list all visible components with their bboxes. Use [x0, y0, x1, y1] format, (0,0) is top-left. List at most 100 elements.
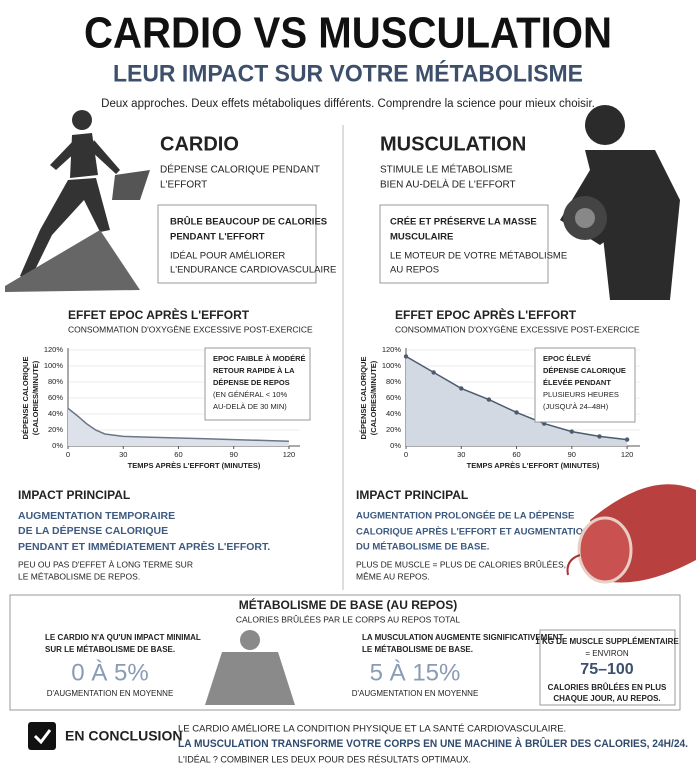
- conclusion-label: EN CONCLUSION: [65, 728, 182, 744]
- impact-note: LE MÉTABOLISME DE REPOS.: [18, 571, 140, 581]
- marker: [403, 354, 409, 359]
- base-caption: D'AUGMENTATION EN MOYENNE: [352, 689, 479, 698]
- base-box: [9, 594, 681, 711]
- y-tick-label: 100%: [382, 361, 402, 370]
- chart-subtitle: CONSOMMATION D'OXYGÈNE EXCESSIVE POST-EX…: [395, 324, 640, 334]
- conclusion-line: LE CARDIO AMÉLIORE LA CONDITION PHYSIQUE…: [178, 724, 566, 735]
- annotation: EPOC ÉLEVÉ: [543, 354, 591, 363]
- impact-highlight: PENDANT ET IMMÉDIATEMENT APRÈS L'EFFORT.: [18, 540, 270, 553]
- impact-note: MÊME AU REPOS.: [356, 571, 430, 581]
- box-text: LE MOTEUR DE VOTRE MÉTABOLISME: [390, 251, 567, 262]
- runner-image: [5, 110, 150, 292]
- box-strong: BRÛLE BEAUCOUP DE CALORIES: [170, 216, 327, 228]
- check-mark: [33, 729, 52, 745]
- y-axis-label: (CALORIES/MINUTE): [369, 360, 378, 435]
- marker: [514, 410, 519, 415]
- base-subtitle: CALORIES BRÛLÉES PAR LE CORPS AU REPOS T…: [236, 614, 460, 624]
- y-axis-label: DÉPENSE CALORIQUE: [359, 357, 368, 440]
- bodybuilder-image: [560, 105, 680, 300]
- annotation: RETOUR RAPIDE À LA: [213, 366, 295, 375]
- chart-subtitle: CONSOMMATION D'OXYGÈNE EXCESSIVE POST-EX…: [68, 324, 313, 334]
- marker: [431, 370, 436, 375]
- y-axis-label: DÉPENSE CALORIQUE: [21, 357, 30, 440]
- x-tick-label: 90: [230, 450, 238, 459]
- muscle-box: [539, 629, 676, 706]
- muscle-box-text: CALORIES BRÛLÉES EN PLUS: [548, 683, 667, 692]
- x-axis-label: TEMPS APRÈS L'EFFORT (MINUTES): [467, 461, 600, 470]
- lead: L'EFFORT: [160, 180, 207, 191]
- annotation: AU-DELÀ DE 30 MIN): [213, 402, 287, 411]
- y-tick-label: 80%: [386, 377, 401, 386]
- x-tick-label: 0: [66, 450, 70, 459]
- y-tick-label: 120%: [44, 345, 64, 354]
- marker: [569, 429, 575, 434]
- y-tick-label: 120%: [382, 345, 402, 354]
- box-strong: MUSCULAIRE: [390, 232, 453, 243]
- annotation: DÉPENSE CALORIQUE: [543, 366, 626, 375]
- annotation: DÉPENSE DE REPOS: [213, 378, 290, 387]
- base-text: LE CARDIO N'A QU'UN IMPACT MINIMAL: [45, 633, 201, 642]
- x-axis-label: TEMPS APRÈS L'EFFORT (MINUTES): [128, 461, 261, 470]
- y-tick-label: 0%: [390, 441, 401, 450]
- y-tick-label: 60%: [48, 393, 63, 402]
- base-figure: 5 À 15%: [370, 659, 461, 686]
- x-tick-label: 60: [174, 450, 182, 459]
- y-tick-label: 100%: [44, 361, 64, 370]
- annotation: PLUSIEURS HEURES: [543, 390, 619, 399]
- base-caption: D'AUGMENTATION EN MOYENNE: [47, 689, 174, 698]
- box-text: L'ENDURANCE CARDIOVASCULAIRE: [170, 265, 336, 276]
- impact-note: PLUS DE MUSCLE = PLUS DE CALORIES BRÛLÉE…: [356, 559, 566, 569]
- annotation: ÉLEVÉE PENDANT: [543, 378, 611, 387]
- impact-highlight: CALORIQUE APRÈS L'EFFORT ET AUGMENTATION: [356, 527, 590, 538]
- marker: [486, 397, 492, 402]
- title: CARDIO VS MUSCULATION: [84, 9, 612, 58]
- chart-title: EFFET EPOC APRÈS L'EFFORT: [68, 307, 250, 322]
- section-title: CARDIO: [160, 133, 239, 155]
- marker: [597, 434, 602, 439]
- x-tick-label: 120: [621, 450, 634, 459]
- muscle-box-lead: = ENVIRON: [585, 649, 629, 658]
- impact-highlight: AUGMENTATION TEMPORAIRE: [18, 510, 175, 522]
- base-title: MÉTABOLISME DE BASE (AU REPOS): [239, 597, 457, 612]
- impact-title: IMPACT PRINCIPAL: [18, 488, 130, 502]
- muscle-box-lead: 1 KG DE MUSCLE SUPPLÉMENTAIRE: [535, 637, 679, 646]
- base-text: SUR LE MÉTABOLISME DE BASE.: [45, 645, 175, 654]
- x-tick-label: 30: [457, 450, 465, 459]
- lead: STIMULE LE MÉTABOLISME: [380, 163, 513, 176]
- conclusion-line: LA MUSCULATION TRANSFORME VOTRE CORPS EN…: [178, 737, 688, 750]
- base-text: LA MUSCULATION AUGMENTE SIGNIFICATIVEMEN…: [362, 633, 563, 642]
- torso-image: [205, 630, 295, 705]
- annotation: (EN GÉNÉRAL < 10%: [213, 390, 287, 399]
- section-title: MUSCULATION: [380, 133, 526, 155]
- conclusion-line: L'IDÉAL ? COMBINER LES DEUX POUR DES RÉS…: [178, 754, 471, 764]
- subtitle: LEUR IMPACT SUR VOTRE MÉTABOLISME: [113, 59, 583, 87]
- marker: [624, 437, 630, 442]
- y-tick-label: 20%: [48, 425, 63, 434]
- x-tick-label: 120: [283, 450, 296, 459]
- muscle-image: [566, 484, 696, 584]
- y-tick-label: 40%: [48, 409, 63, 418]
- base-text: LE MÉTABOLISME DE BASE.: [362, 645, 473, 654]
- muscle-box-text: CHAQUE JOUR, AU REPOS.: [553, 694, 660, 703]
- y-tick-label: 40%: [386, 409, 401, 418]
- box-strong: PENDANT L'EFFORT: [170, 232, 265, 243]
- annotation-box: [534, 347, 636, 423]
- lead: DÉPENSE CALORIQUE PENDANT: [160, 163, 320, 176]
- x-tick-label: 0: [404, 450, 408, 459]
- annotation: EPOC FAIBLE À MODÉRÉ: [213, 354, 306, 363]
- intro: Deux approches. Deux effets métaboliques…: [101, 98, 595, 110]
- y-tick-label: 80%: [48, 377, 63, 386]
- impact-highlight: DU MÉTABOLISME DE BASE.: [356, 542, 489, 553]
- x-tick-label: 60: [512, 450, 520, 459]
- x-tick-label: 90: [568, 450, 576, 459]
- y-tick-label: 20%: [386, 425, 401, 434]
- impact-highlight: DE LA DÉPENSE CALORIQUE: [18, 524, 168, 537]
- line: [67, 407, 289, 442]
- impact-note: PEU OU PAS D'EFFET À LONG TERME SUR: [18, 559, 193, 569]
- marker: [459, 386, 464, 391]
- area: [406, 356, 628, 446]
- impact-title: IMPACT PRINCIPAL: [356, 488, 468, 502]
- lead: BIEN AU-DELÀ DE L'EFFORT: [380, 178, 516, 191]
- y-axis-label: (CALORIES/MINUTE): [31, 360, 40, 435]
